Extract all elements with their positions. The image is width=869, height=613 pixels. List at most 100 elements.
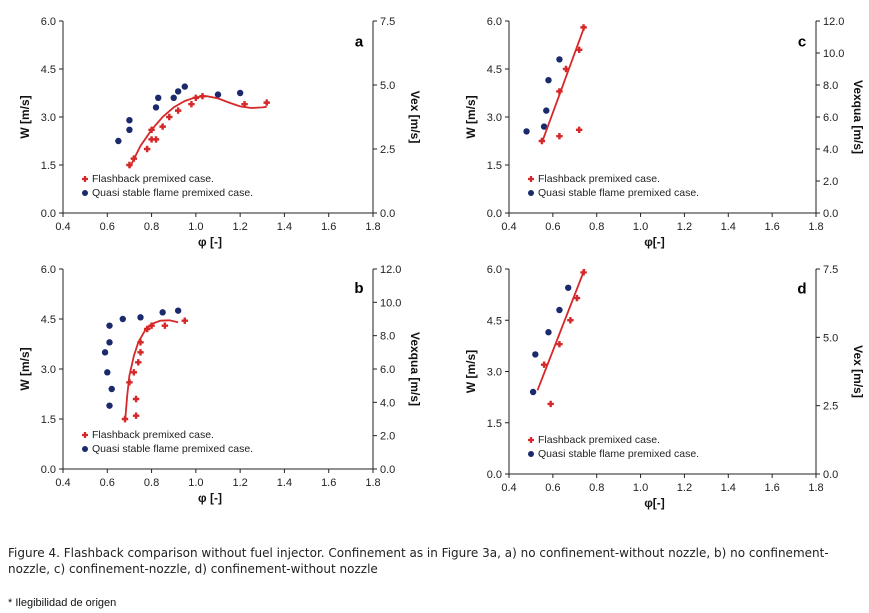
y-axis-label: W [m/s] xyxy=(18,347,32,390)
y2-tick-label: 10.0 xyxy=(823,48,844,60)
figure-caption: Figure 4. Flashback comparison without f… xyxy=(8,546,829,576)
flashback-point xyxy=(573,294,581,302)
y2-tick-label: 8.0 xyxy=(823,80,838,92)
x-tick-label: 1.2 xyxy=(232,221,247,233)
flashback-trend-line xyxy=(128,95,267,169)
x-tick-label: 0.8 xyxy=(589,482,604,494)
legend-stable-marker xyxy=(528,451,534,457)
x-axis-label: φ[-] xyxy=(644,235,665,249)
y-tick-label: 3.0 xyxy=(487,112,502,124)
flashback-point xyxy=(547,400,554,408)
stable-point xyxy=(152,104,160,111)
y-tick-label: 0.0 xyxy=(487,208,502,220)
y2-tick-label: 2.0 xyxy=(823,176,838,188)
y2-tick-label: 0.0 xyxy=(380,208,395,220)
x-tick-label: 1.2 xyxy=(677,221,692,233)
x-tick-label: 1.8 xyxy=(365,477,380,489)
chart-panel-d: 0.4 0.6 0.8 1.0 1.2 1.4 1.6 1.80.01.53.04.56.00… xyxy=(464,264,865,510)
chart-panel-a: 0.4 0.6 0.8 1.0 1.2 1.4 1.6 1.80.01.53.04.56.00… xyxy=(18,16,422,249)
y2-axis-label: Vex [m/s] xyxy=(851,345,865,398)
y2-tick-label: 2.5 xyxy=(380,144,395,156)
y2-tick-label: 2.5 xyxy=(823,401,838,413)
y2-tick-label: 0.0 xyxy=(823,469,838,481)
panel-label: d xyxy=(797,280,806,297)
x-tick-label: 1.4 xyxy=(277,221,292,233)
flashback-point xyxy=(241,101,248,108)
stable-point xyxy=(181,83,188,90)
y-tick-label: 4.5 xyxy=(487,64,502,76)
y2-tick-label: 12.0 xyxy=(823,16,844,28)
chart-panel-c: 0.4 0.6 0.8 1.0 1.2 1.4 1.6 1.80.01.53.04.56.00… xyxy=(464,16,865,249)
flashback-trend-line xyxy=(541,25,586,143)
y2-tick-label: 5.0 xyxy=(823,332,838,344)
flashback-point xyxy=(148,136,155,143)
flashback-point xyxy=(143,145,151,153)
x-tick-label: 1.6 xyxy=(321,221,336,233)
legend-stable-label: Quasi stable flame premixed case. xyxy=(538,187,699,199)
flashback-trend-line xyxy=(124,319,179,423)
x-tick-label: 1.2 xyxy=(232,477,247,489)
y2-axis-label: Vexqua [m/s] xyxy=(408,332,422,406)
stable-point xyxy=(170,94,177,102)
y-tick-label: 6.0 xyxy=(487,16,502,28)
y2-tick-label: 12.0 xyxy=(380,264,401,276)
y-tick-label: 3.0 xyxy=(487,367,502,379)
x-tick-label: 0.6 xyxy=(545,221,560,233)
figure-4-canvas: 0.4 0.6 0.8 1.0 1.2 1.4 1.6 1.80.01.53.04.56.00… xyxy=(18,16,865,510)
flashback-point xyxy=(575,126,583,133)
legend-stable-label: Quasi stable flame premixed case. xyxy=(92,443,253,455)
y2-axis-label: Vexqua [m/s] xyxy=(851,80,865,154)
footnote: * Ilegibilidad de origen xyxy=(8,597,117,609)
stable-point xyxy=(556,56,563,63)
y-tick-label: 4.5 xyxy=(41,314,56,326)
flashback-point xyxy=(562,65,570,73)
y-tick-label: 3.0 xyxy=(41,364,56,376)
y2-tick-label: 0.0 xyxy=(380,464,395,476)
flashback-point xyxy=(130,369,138,376)
x-tick-label: 1.2 xyxy=(677,482,692,494)
x-tick-label: 1.6 xyxy=(764,482,779,494)
flashback-point xyxy=(188,101,195,108)
stable-point xyxy=(104,369,111,376)
flashback-point xyxy=(174,107,182,114)
flashback-point xyxy=(161,322,169,329)
legend-flashback-label: Flashback premixed case. xyxy=(538,173,660,185)
legend-flashback-label: Flashback premixed case. xyxy=(538,434,660,446)
x-tick-label: 0.6 xyxy=(545,482,560,494)
x-tick-label: 0.8 xyxy=(144,477,159,489)
y-tick-label: 1.5 xyxy=(487,418,502,430)
y2-tick-label: 7.5 xyxy=(823,264,838,276)
x-axis-label: φ [-] xyxy=(198,491,222,505)
legend-flashback-marker xyxy=(82,176,88,182)
stable-point xyxy=(532,351,539,358)
legend-flashback-marker xyxy=(528,437,534,443)
flashback-point xyxy=(137,349,144,356)
stable-point xyxy=(174,307,182,314)
panel-label: b xyxy=(354,280,363,297)
x-tick-label: 1.8 xyxy=(808,221,823,233)
stable-point xyxy=(214,91,222,98)
x-tick-label: 1.0 xyxy=(188,221,203,233)
x-tick-label: 1.0 xyxy=(633,482,648,494)
x-axis-label: φ [-] xyxy=(198,235,222,249)
legend-stable-marker xyxy=(82,190,88,196)
x-tick-label: 0.6 xyxy=(100,477,115,489)
stable-point xyxy=(545,329,552,336)
stable-point xyxy=(106,402,113,409)
x-tick-label: 1.8 xyxy=(365,221,380,233)
legend-stable-label: Quasi stable flame premixed case. xyxy=(92,187,253,199)
flashback-point xyxy=(556,133,563,140)
legend-flashback-label: Flashback premixed case. xyxy=(92,173,214,185)
y2-tick-label: 5.0 xyxy=(380,80,395,92)
flashback-trend-line xyxy=(536,268,586,391)
flashback-point xyxy=(263,99,270,106)
legend-stable-marker xyxy=(528,190,534,196)
x-axis-label: φ[-] xyxy=(644,496,665,510)
x-tick-label: 1.0 xyxy=(633,221,648,233)
stable-point xyxy=(540,123,548,130)
y-tick-label: 1.5 xyxy=(41,160,56,172)
flashback-point xyxy=(575,46,583,53)
flashback-point xyxy=(166,113,173,121)
y2-tick-label: 6.0 xyxy=(823,112,838,124)
legend-flashback-label: Flashback premixed case. xyxy=(92,429,214,441)
